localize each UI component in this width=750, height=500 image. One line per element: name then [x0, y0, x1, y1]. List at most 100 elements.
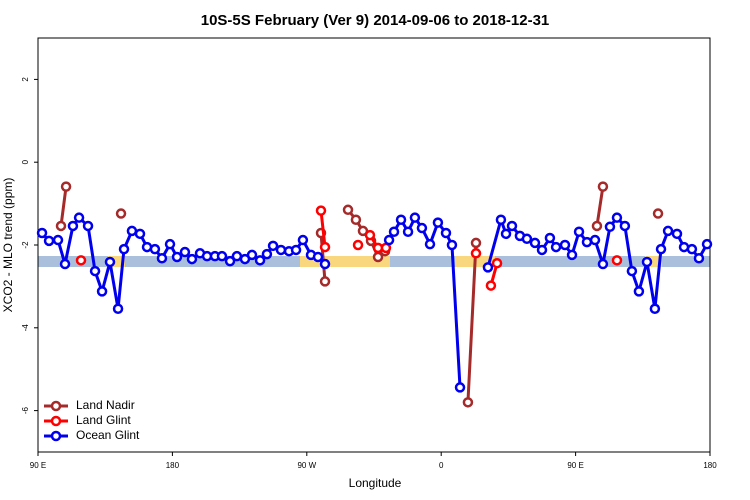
data-point — [500, 228, 512, 240]
data-point — [383, 234, 395, 246]
data-point — [604, 221, 616, 233]
data-point — [179, 246, 191, 258]
data-point — [662, 225, 674, 237]
y-axis-label: XCO2 - MLO trend (ppm) — [1, 178, 15, 313]
x-tick-label: 90 E — [30, 461, 46, 470]
data-point — [186, 253, 198, 265]
y-tick-label: 2 — [21, 77, 30, 82]
data-point — [297, 234, 309, 246]
data-point — [462, 397, 474, 408]
data-point — [319, 276, 331, 287]
legend-label: Land Glint — [76, 413, 131, 427]
land-band — [455, 256, 495, 267]
data-point — [470, 237, 482, 249]
data-point — [254, 255, 266, 266]
data-point — [652, 208, 664, 219]
data-point — [216, 250, 228, 262]
data-point — [649, 303, 661, 315]
data-point — [290, 244, 302, 256]
data-point — [82, 220, 94, 232]
data-point — [485, 280, 497, 291]
data-point — [641, 256, 653, 268]
data-point — [491, 257, 503, 269]
data-point — [342, 204, 354, 216]
data-point — [350, 214, 362, 225]
data-point — [544, 232, 556, 244]
data-point — [409, 212, 421, 223]
data-point — [115, 208, 127, 219]
data-point — [416, 222, 428, 234]
data-point — [550, 241, 562, 253]
x-tick-label: 90 E — [567, 461, 583, 470]
data-point — [156, 252, 168, 264]
x-tick-label: 90 W — [297, 461, 316, 470]
chart-title: 10S-5S February (Ver 9) 2014-09-06 to 20… — [201, 12, 550, 29]
data-point — [55, 220, 67, 232]
data-point — [364, 229, 376, 241]
data-point — [671, 228, 683, 240]
surface-band — [38, 256, 710, 267]
data-point — [319, 258, 331, 270]
data-point — [73, 212, 85, 223]
data-point — [559, 239, 571, 251]
data-point — [395, 214, 407, 225]
data-point — [626, 265, 638, 277]
data-point — [454, 382, 466, 393]
x-tick-label: 180 — [166, 461, 180, 470]
y-tick-label: 0 — [21, 159, 30, 164]
data-point — [52, 234, 64, 246]
y-tick-label: -4 — [21, 324, 30, 332]
data-point — [118, 243, 130, 255]
data-point — [149, 243, 161, 255]
data-point — [529, 237, 541, 249]
data-point — [589, 234, 601, 246]
data-point — [506, 220, 518, 232]
data-point — [75, 255, 87, 266]
y-tick-label: -2 — [21, 241, 30, 249]
data-point — [164, 238, 176, 250]
data-point — [246, 249, 258, 261]
data-point — [591, 220, 603, 232]
data-point — [655, 243, 667, 255]
data-point — [693, 252, 705, 264]
data-point — [440, 227, 452, 239]
data-point — [312, 251, 324, 263]
data-point — [446, 239, 458, 251]
data-point — [686, 243, 698, 255]
data-point — [59, 258, 71, 270]
data-point — [521, 233, 533, 245]
data-point — [495, 214, 507, 225]
data-point — [633, 286, 645, 297]
data-point — [224, 255, 236, 267]
data-point — [275, 244, 287, 256]
data-point — [611, 212, 623, 223]
data-point — [566, 249, 578, 261]
legend-label: Land Nadir — [76, 398, 135, 412]
x-tick-label: 0 — [439, 461, 444, 470]
legend-label: Ocean Glint — [76, 428, 140, 442]
data-point — [261, 248, 273, 260]
data-point — [432, 217, 444, 228]
land-band — [645, 256, 662, 267]
data-point — [597, 181, 609, 192]
data-point — [43, 235, 55, 247]
data-point — [424, 238, 436, 250]
data-point — [619, 220, 631, 232]
land-band — [108, 256, 125, 267]
data-point — [482, 262, 494, 273]
data-point — [611, 255, 623, 266]
data-point — [573, 226, 585, 238]
data-point — [701, 238, 713, 250]
data-point — [536, 244, 548, 256]
x-axis-label: Longitude — [349, 476, 402, 490]
data-point — [104, 256, 116, 268]
data-point — [402, 226, 414, 238]
data-point — [134, 228, 146, 240]
data-point — [581, 236, 593, 248]
data-point — [231, 250, 243, 262]
data-point — [597, 258, 609, 270]
data-point — [470, 248, 482, 259]
data-point — [171, 251, 183, 263]
data-point — [36, 227, 48, 239]
